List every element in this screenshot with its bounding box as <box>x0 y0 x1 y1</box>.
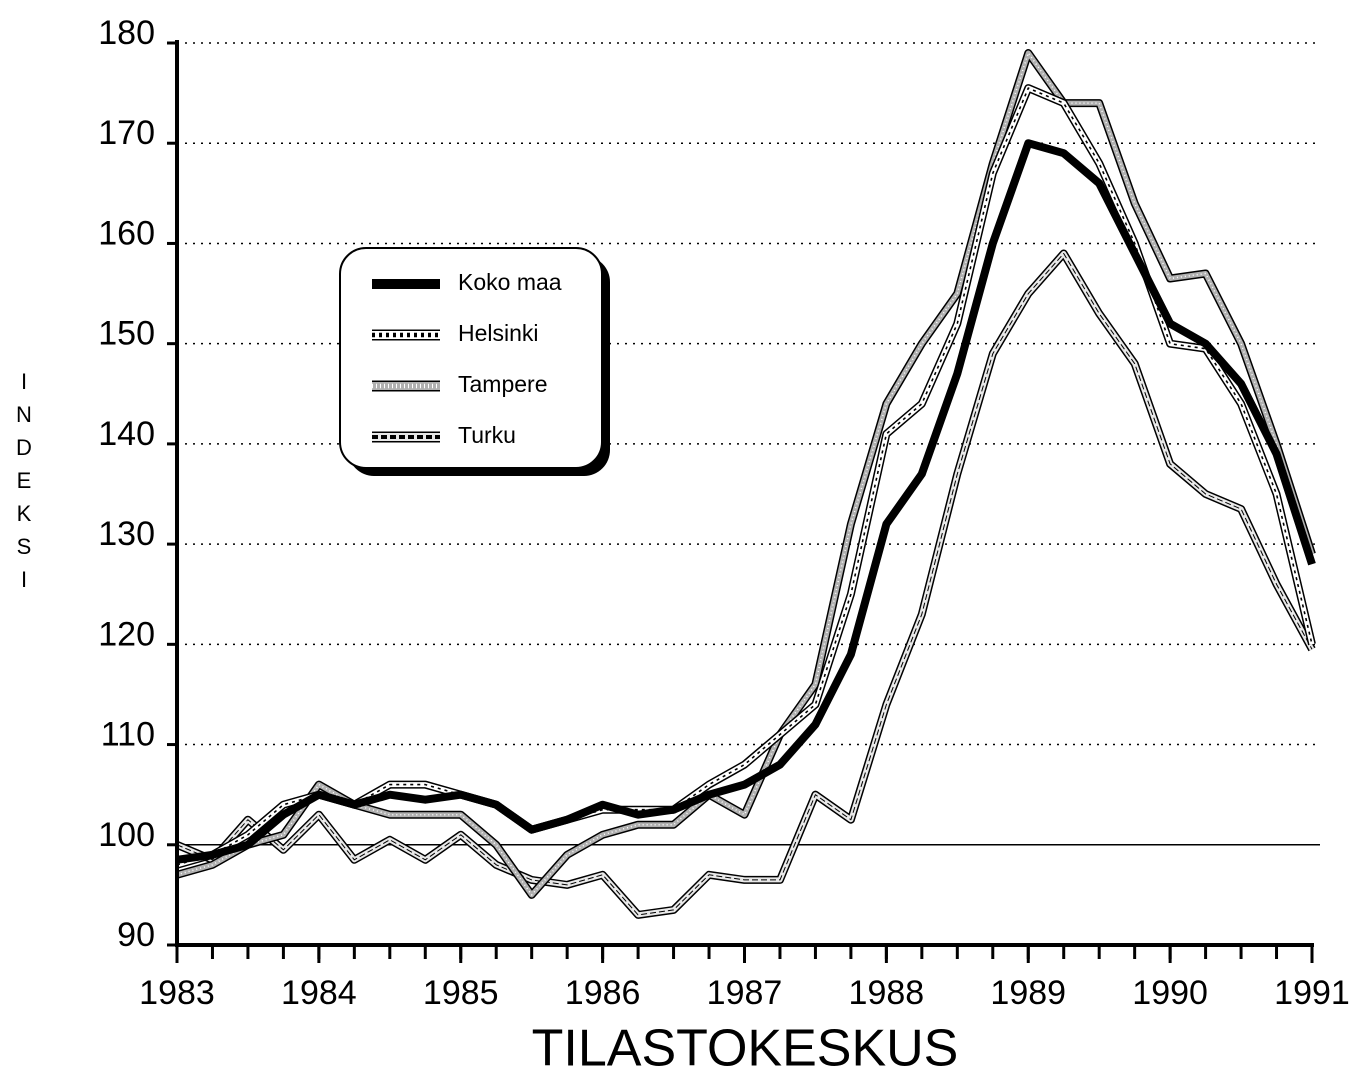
y-label-letter: D <box>16 435 32 460</box>
legend-label: Koko maa <box>458 269 562 295</box>
series-line-outline <box>175 84 1316 869</box>
y-label-letter: K <box>17 501 32 526</box>
x-tick-label: 1984 <box>281 974 357 1012</box>
x-tick-label: 1983 <box>139 974 215 1012</box>
legend-label: Tampere <box>458 371 547 397</box>
y-tick-label: 130 <box>98 515 155 553</box>
footer: TILASTOKESKUS <box>532 1020 959 1078</box>
y-label-letter: N <box>16 402 32 427</box>
series-line-outline <box>176 85 1315 868</box>
legend-label: Helsinki <box>458 320 539 346</box>
y-tick-label: 110 <box>101 716 155 754</box>
y-tick-label: 180 <box>98 14 155 52</box>
y-tick-label: 150 <box>98 315 155 353</box>
y-tick-label: 160 <box>98 214 155 252</box>
series-line <box>176 87 1313 866</box>
y-label-letter: S <box>17 534 32 559</box>
legend: Turku Tampere Helsinki Koko maa <box>339 247 610 476</box>
legend-box <box>339 247 603 469</box>
x-tick-label: 1985 <box>423 974 499 1012</box>
y-label-letter: I <box>21 369 27 394</box>
x-tick-label: 1991 <box>1274 974 1350 1012</box>
series-line <box>176 253 1313 916</box>
x-tick-label: 1989 <box>990 974 1066 1012</box>
series-line <box>176 139 1316 864</box>
x-tick-label: 1987 <box>707 974 783 1012</box>
x-tick-label: 1988 <box>849 974 925 1012</box>
x-tick-label: 1990 <box>1132 974 1208 1012</box>
y-tick-label: 90 <box>117 916 155 954</box>
y-tick-label: 140 <box>98 415 155 453</box>
plot-lines <box>175 49 1316 919</box>
grid <box>177 42 1320 846</box>
x-tick-label: 1986 <box>565 974 641 1012</box>
legend-label: Turku <box>458 422 516 448</box>
y-tick-label: 170 <box>98 114 155 152</box>
y-tick-label: 100 <box>98 816 155 854</box>
series-line <box>176 52 1313 896</box>
y-tick-label: 120 <box>98 615 155 653</box>
y-label-letter: I <box>21 567 27 592</box>
axes: 90 100 110 120 130 140 150 160 170 180 1983 1984 198… <box>98 14 1350 1012</box>
y-label-letter: E <box>17 468 32 493</box>
